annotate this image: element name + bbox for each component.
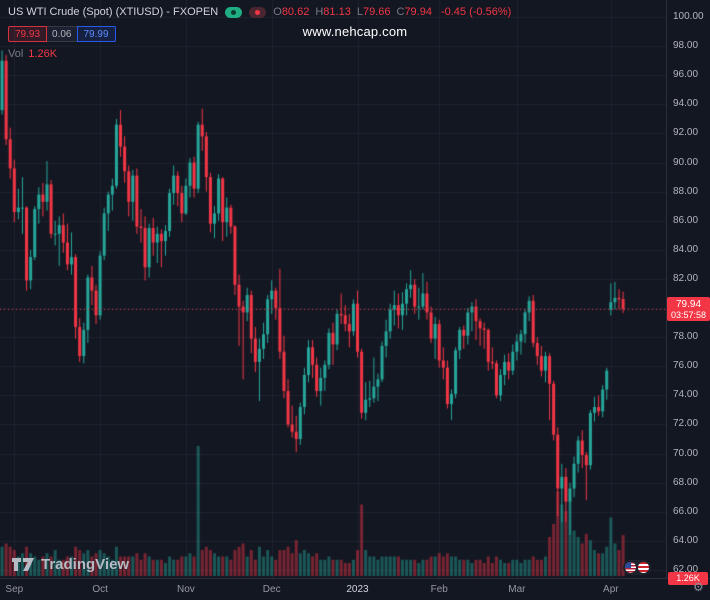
spread-value: 0.06 — [47, 26, 77, 42]
us-flag-icon — [625, 562, 636, 573]
price-axis-label: 64.00 — [673, 534, 699, 546]
status-red-dot-icon — [255, 10, 261, 15]
time-axis-label: Apr — [603, 584, 619, 595]
price-axis-label: 62.00 — [673, 564, 699, 575]
ohlc-values: O 80.62 H 81.13 L 79.66 C 79.94 — [273, 6, 432, 19]
price-axis-label: 72.00 — [673, 418, 699, 430]
ohlc-high-value: 81.13 — [323, 6, 351, 18]
bar-countdown: 03:57:58 — [670, 309, 707, 320]
event-flag-icon — [638, 562, 649, 573]
ohlc-change-value: -0.45 (-0.56%) — [440, 6, 512, 18]
tradingview-logo-text: TradingView — [41, 556, 130, 573]
price-axis-label: 76.00 — [673, 360, 699, 372]
price-axis-label: 78.00 — [673, 331, 699, 343]
price-axis-label: 96.00 — [673, 69, 699, 81]
time-axis-label: Oct — [92, 584, 108, 595]
volume-axis-badge: 1.26K — [668, 572, 708, 585]
status-green-icon[interactable] — [225, 7, 243, 18]
status-green-dot-icon — [231, 10, 237, 15]
price-axis-label: 82.00 — [673, 272, 699, 284]
time-axis-label: 2023 — [346, 584, 369, 595]
price-axis-label: 92.00 — [673, 127, 699, 139]
ohlc-open-value: 80.62 — [281, 6, 310, 18]
last-price-badge: 79.94 03:57:58 — [667, 296, 710, 321]
sell-button[interactable]: 79.93 — [8, 26, 48, 42]
ohlc-low-label: L — [356, 6, 363, 18]
time-axis-label: Dec — [262, 584, 281, 595]
tradingview-logo[interactable]: TradingView — [12, 556, 129, 573]
time-axis[interactable]: Sep Oct Nov Dec 2023 Feb Mar Apr — [0, 578, 710, 600]
time-axis-label: Feb — [430, 584, 448, 595]
last-price-value: 79.94 — [675, 298, 702, 310]
ohlc-open-label: O — [273, 6, 282, 18]
price-axis-label: 86.00 — [673, 214, 699, 226]
price-axis-label: 84.00 — [673, 243, 699, 255]
price-axis-label: 88.00 — [673, 185, 699, 197]
ohlc-close-label: C — [396, 6, 405, 18]
price-axis-label: 68.00 — [673, 476, 699, 488]
time-axis-label: Sep — [5, 584, 24, 595]
time-axis-label: Nov — [177, 584, 195, 595]
ohlc-low-value: 79.66 — [362, 6, 391, 18]
price-axis-label: 74.00 — [673, 389, 699, 401]
price-axis-label: 66.00 — [673, 505, 699, 517]
ohlc-close-value: 79.94 — [404, 6, 432, 18]
price-axis-label: 70.00 — [673, 447, 699, 459]
price-axis[interactable]: 100.00 98.00 96.00 94.00 92.00 90.00 88.00 86.0… — [666, 0, 710, 578]
status-red-icon[interactable] — [249, 7, 267, 18]
economic-events-pill[interactable] — [623, 560, 651, 575]
price-axis-label: 90.00 — [673, 156, 699, 168]
tradingview-logo-icon — [12, 558, 34, 571]
symbol-title[interactable]: US WTI Crude (Spot) (XTIUSD) - FXOPEN — [8, 6, 219, 18]
ohlc-high-label: H — [315, 6, 324, 18]
watermark-text: www.nehcap.com — [302, 24, 408, 39]
buy-button[interactable]: 79.99 — [76, 26, 116, 42]
price-axis-label: 98.00 — [673, 40, 699, 52]
price-axis-label: 94.00 — [673, 98, 699, 110]
volume-label: Vol — [8, 48, 24, 60]
volume-row: Vol 1.26K — [8, 48, 511, 60]
trade-buttons: 79.93 0.06 79.99 — [8, 26, 116, 42]
price-axis-label: 100.00 — [673, 11, 704, 22]
volume-value: 1.26K — [28, 48, 58, 60]
axis-settings-gear-icon[interactable]: ⚙ — [693, 580, 704, 594]
time-axis-label: Mar — [508, 584, 526, 595]
